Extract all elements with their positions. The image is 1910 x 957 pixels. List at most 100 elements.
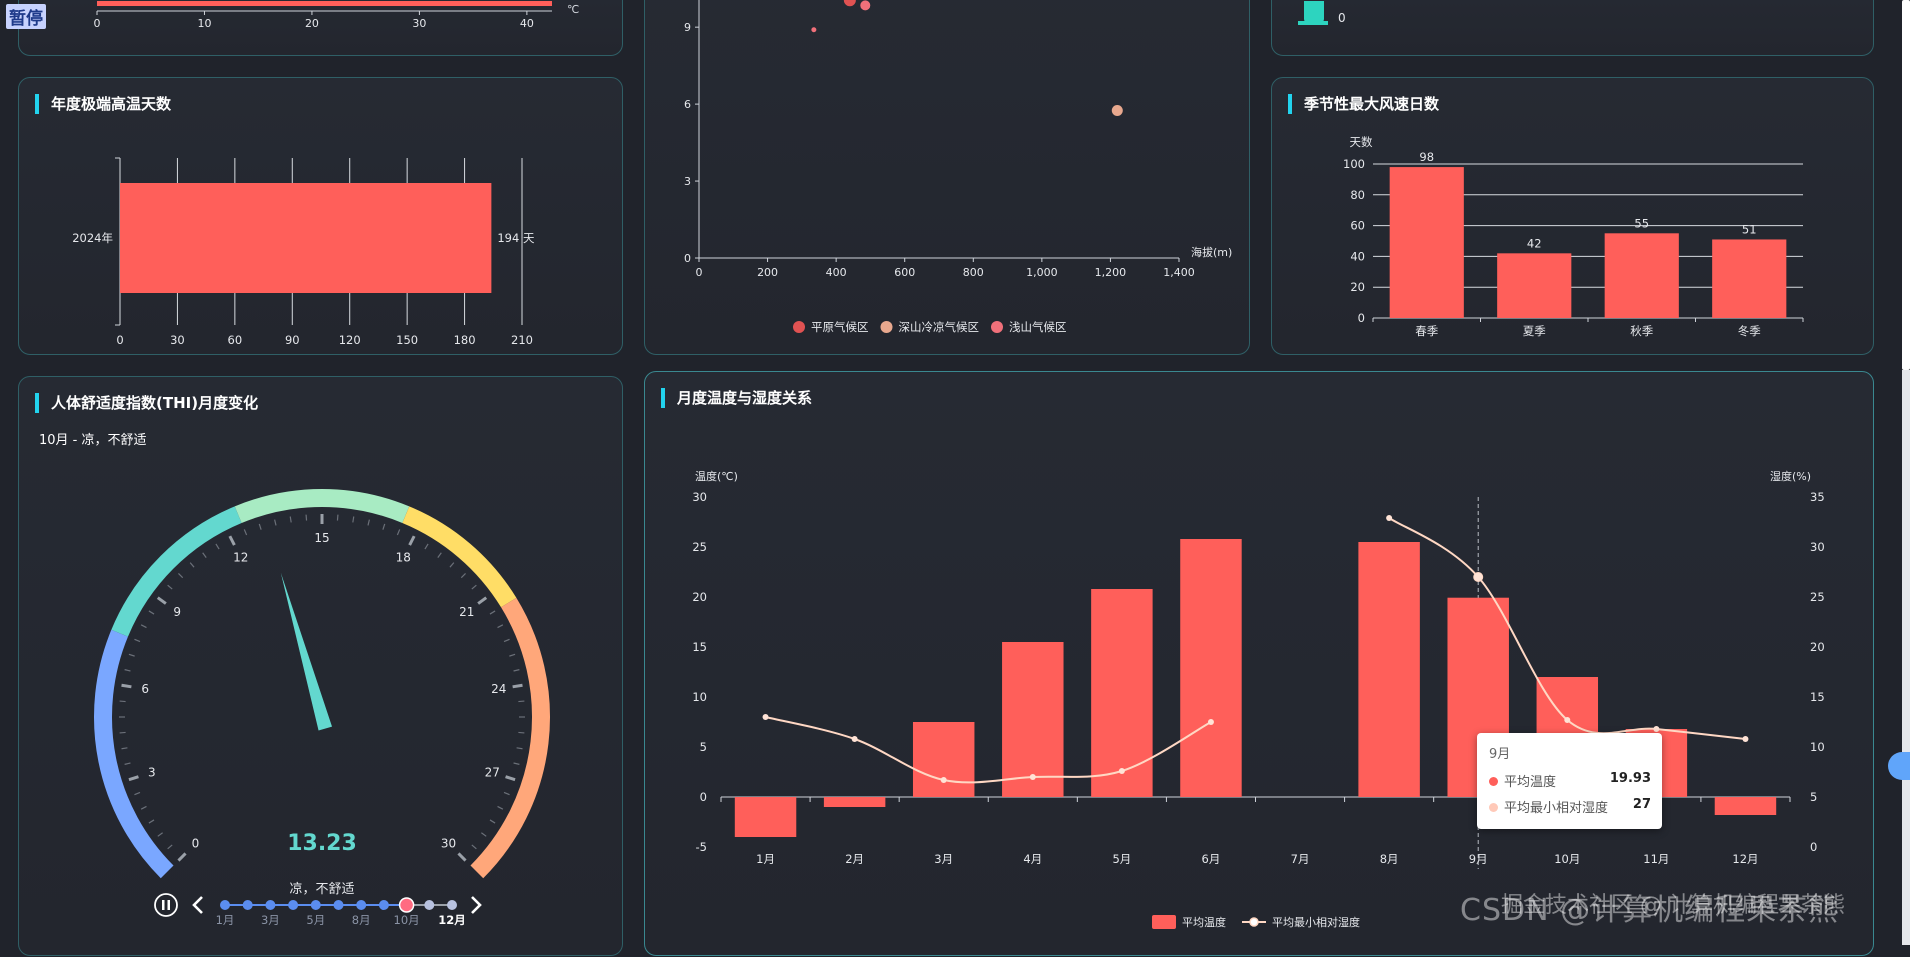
gauge-tick-label: 9 (173, 605, 181, 619)
minor-tick (141, 806, 146, 809)
y-tick-label: 6 (684, 98, 691, 111)
chart-tooltip: 9月 平均温度 19.93 平均最小相对湿度 27 (1477, 733, 1662, 829)
x-tick-label: 9月 (1469, 852, 1488, 866)
y-right-axis-label: 湿度(%) (1770, 469, 1811, 483)
x-tick-label: 180 (454, 333, 476, 347)
x-tick-label: 夏季 (1523, 324, 1546, 338)
timeline-label: 10月 (394, 913, 420, 927)
temperature-bar (1002, 642, 1063, 797)
minor-tick (450, 563, 454, 568)
minor-tick (168, 845, 173, 849)
major-tick (178, 853, 185, 860)
humidity-point (852, 736, 858, 742)
y-left-tick-label: 25 (692, 540, 707, 554)
x-tick-label: 10 (197, 17, 211, 30)
tooltip-value: 27 (1633, 797, 1651, 812)
x-tick-label: 12月 (1732, 852, 1758, 866)
play-pause-button[interactable] (155, 894, 177, 916)
x-tick-label: 1,400 (1163, 266, 1195, 279)
level-value-label: 0 (1338, 11, 1346, 25)
minor-tick (121, 748, 127, 749)
gauge-pointer (281, 573, 332, 731)
minor-tick (425, 544, 428, 549)
timeline-point[interactable] (243, 900, 253, 910)
major-tick (121, 685, 131, 687)
side-panel-toggle[interactable] (1888, 752, 1910, 780)
minor-tick (134, 639, 140, 641)
x-tick-label: 1,000 (1026, 266, 1058, 279)
x-tick-label: 30 (170, 333, 185, 347)
scatter-point (844, 0, 856, 6)
humidity-point (1742, 736, 1748, 742)
x-tick-label: 11月 (1643, 852, 1669, 866)
scatter-point (811, 27, 816, 32)
minor-tick (158, 833, 163, 837)
x-tick-label: 400 (826, 266, 847, 279)
minor-tick (125, 670, 131, 671)
timeline-point[interactable] (424, 900, 434, 910)
minor-tick (461, 573, 465, 577)
timeline-label: 1月 (216, 913, 235, 927)
minor-tick (244, 529, 246, 535)
temperature-bar (913, 722, 974, 797)
y-axis-label: 天数 (1350, 135, 1373, 149)
temperature-bar (824, 797, 885, 807)
y-right-tick-label: 30 (1810, 540, 1825, 554)
y-tick-label: 60 (1350, 219, 1365, 233)
minor-tick (290, 516, 291, 522)
x-tick-label: 40 (520, 17, 534, 30)
legend-label: 平原气候区 (811, 320, 869, 334)
tooltip-row: 平均温度 19.93 (1489, 771, 1651, 790)
gauge-band (406, 515, 509, 603)
timeline-point[interactable] (288, 900, 298, 910)
minor-tick (134, 792, 140, 794)
y-tick-label: 80 (1350, 188, 1365, 202)
scrollbar-track[interactable] (1902, 370, 1910, 945)
next-icon[interactable] (472, 897, 480, 913)
timeline-point[interactable] (220, 900, 230, 910)
gauge-tick-label: 30 (441, 837, 456, 851)
humidity-point (1030, 774, 1036, 780)
scrollbar-thumb[interactable] (1902, 0, 1910, 370)
timeline-point[interactable] (265, 900, 275, 910)
unit-label: ℃ (567, 3, 579, 16)
y-right-tick-label: 5 (1810, 790, 1817, 804)
pause-status-label[interactable]: 暂停 (6, 4, 46, 29)
prev-icon[interactable] (194, 897, 202, 913)
minor-tick (397, 529, 399, 535)
gauge-band (103, 633, 167, 872)
y-left-tick-label: 10 (692, 690, 707, 704)
x-tick-label: 600 (894, 266, 915, 279)
humidity-point (1474, 573, 1483, 582)
minor-tick (149, 611, 154, 614)
major-tick (230, 536, 235, 545)
gauge-band (238, 498, 406, 515)
minor-tick (383, 524, 385, 530)
gauge-tick-label: 27 (485, 765, 500, 779)
timeline-point[interactable] (356, 900, 366, 910)
timeline-point[interactable] (447, 900, 457, 910)
tooltip-title: 9月 (1489, 743, 1510, 762)
gauge-tick-label: 12 (233, 551, 248, 565)
y-tick-label: 100 (1343, 157, 1365, 171)
minor-tick (149, 820, 154, 823)
y-tick-label: 9 (684, 21, 691, 34)
x-tick-label: 150 (396, 333, 418, 347)
play-pause-ring (155, 894, 177, 916)
x-tick-label: 7月 (1291, 852, 1310, 866)
timeline-point[interactable] (334, 900, 344, 910)
minor-tick (490, 611, 495, 614)
legend-label: 平均最小相对湿度 (1272, 915, 1360, 929)
pause-icon (162, 900, 165, 910)
y-tick-label: 2024年 (72, 231, 113, 245)
x-tick-label: 春季 (1415, 324, 1438, 338)
timeline-point[interactable] (379, 900, 389, 910)
timeline-point[interactable] (311, 900, 321, 910)
x-tick-label: 6月 (1202, 852, 1221, 866)
gauge-value: 13.23 (287, 831, 357, 856)
timeline-point-current[interactable] (400, 898, 414, 912)
minor-tick (353, 516, 354, 522)
